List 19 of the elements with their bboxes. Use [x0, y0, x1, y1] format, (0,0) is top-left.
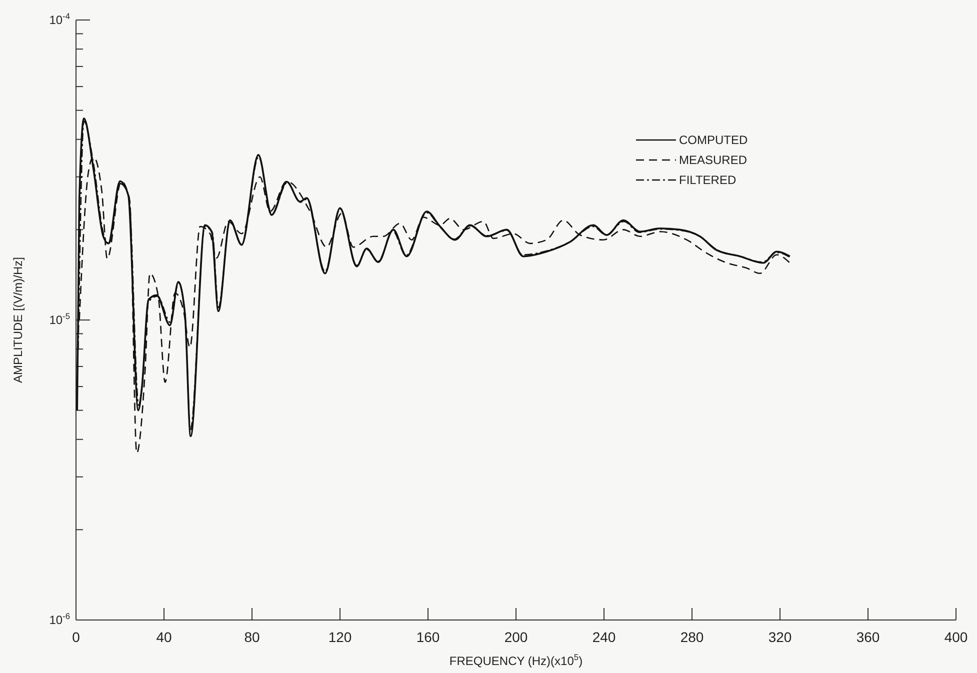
legend-label: COMPUTED [679, 133, 748, 147]
y-tick-label: 10$^{-4}$ [49, 11, 70, 27]
x-tick-label: 200 [504, 629, 528, 645]
x-tick-label: 0 [72, 629, 80, 645]
y-axis-title: AMPLITUDE [(V/m)/Hz] [11, 256, 25, 384]
y-tick-label: 10$^{-5}$ [49, 311, 70, 327]
x-tick-label: 280 [680, 629, 704, 645]
x-tick-label: 400 [944, 629, 968, 645]
legend-label: MEASURED [679, 153, 748, 167]
x-tick-label: 240 [592, 629, 616, 645]
x-tick-label: 320 [768, 629, 792, 645]
legend-label: FILTERED [679, 173, 736, 187]
x-tick-label: 360 [856, 629, 880, 645]
x-tick-label: 160 [416, 629, 440, 645]
x-tick-label: 80 [244, 629, 260, 645]
x-axis-title: FREQUENCY (Hz)(x10$^{5}$) [449, 652, 583, 668]
x-tick-label: 120 [328, 629, 352, 645]
y-tick-label: 10$^{-6}$ [49, 611, 70, 627]
x-tick-label: 40 [156, 629, 172, 645]
